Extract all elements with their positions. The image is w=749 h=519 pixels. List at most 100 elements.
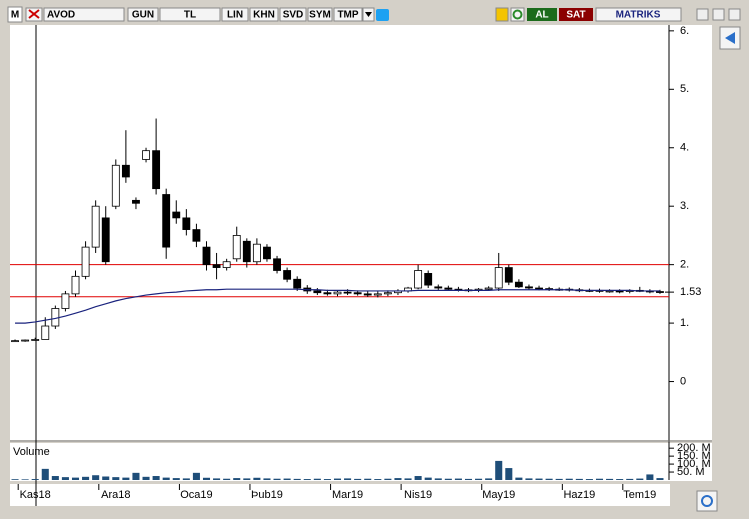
volume-bar — [263, 478, 271, 480]
candle-body — [121, 164, 130, 178]
volume-bar — [525, 478, 533, 480]
x-tick-label: Kas18 — [20, 489, 51, 501]
candle-body — [242, 240, 251, 263]
candle-body — [605, 290, 614, 293]
volume-bar — [213, 478, 221, 480]
toolbar-button-label: LIN — [227, 10, 243, 21]
candle-body — [373, 293, 382, 296]
volume-bar — [142, 476, 150, 480]
minimize[interactable] — [696, 8, 709, 21]
candle-body — [293, 278, 302, 289]
sell-button[interactable] — [559, 8, 593, 21]
alert-icon[interactable] — [495, 7, 509, 22]
toolbar-button-label: TMP — [337, 10, 358, 21]
candle-body — [232, 235, 241, 260]
candle-body — [101, 217, 110, 263]
volume-bar — [636, 478, 644, 480]
y-tick-label: 4. — [680, 142, 689, 154]
toolbar-button[interactable] — [307, 7, 333, 22]
x-tick-label: Haz19 — [563, 489, 595, 501]
y-tick-label: 0 — [680, 375, 686, 387]
toolbar-button[interactable] — [279, 7, 307, 22]
brand: MATRIKS — [616, 10, 661, 21]
volume-tick-label: 50. M — [677, 466, 705, 478]
candle-body — [504, 267, 513, 283]
volume-bar — [394, 478, 402, 480]
symbol-box[interactable] — [43, 7, 125, 22]
volume-bar — [374, 479, 382, 480]
candle-body — [202, 246, 211, 266]
volume-panel — [10, 443, 712, 481]
volume-bar — [444, 478, 452, 480]
volume-label: Volume — [13, 446, 50, 458]
candle-body — [11, 340, 19, 343]
toolbar-button[interactable] — [159, 7, 221, 22]
twitter-icon[interactable] — [376, 9, 389, 21]
volume-bar — [112, 477, 120, 480]
candle-body — [263, 246, 271, 260]
toolbar-button[interactable] — [249, 7, 279, 22]
logo-box[interactable] — [7, 6, 23, 23]
x-tick-label: Nis19 — [404, 489, 432, 501]
volume-bar — [434, 478, 442, 480]
buy-button[interactable] — [527, 8, 557, 21]
buy-label: AL — [535, 10, 548, 21]
brand-box — [595, 7, 682, 22]
volume-bar — [575, 478, 583, 480]
sell-label: SAT — [566, 10, 585, 21]
sync-button[interactable] — [696, 490, 718, 512]
close[interactable] — [728, 8, 741, 21]
candle-body — [424, 273, 433, 286]
candle-body — [152, 150, 161, 190]
candle-body — [41, 325, 50, 340]
volume-bar — [323, 479, 331, 480]
toolbar-button[interactable] — [221, 7, 249, 22]
candle-body — [313, 290, 322, 294]
price-axis — [670, 25, 712, 440]
volume-bar — [122, 477, 130, 480]
volume-bar — [545, 478, 553, 480]
volume-bar — [414, 476, 422, 480]
volume-bar — [51, 476, 59, 480]
volume-bar — [555, 478, 563, 480]
volume-bar — [495, 460, 503, 480]
candle-body — [252, 243, 261, 263]
x-tick-label: Þub19 — [251, 489, 283, 501]
volume-bar — [182, 478, 190, 480]
volume-bar — [243, 478, 251, 480]
maximize[interactable] — [712, 8, 725, 21]
volume-bar — [41, 468, 49, 480]
logo: M — [11, 10, 19, 21]
candle-body — [222, 261, 231, 268]
candle-body — [514, 281, 523, 288]
volume-bar — [616, 479, 624, 480]
candle-body — [434, 286, 443, 289]
price-panel — [10, 25, 670, 440]
candle-body — [61, 293, 70, 309]
volume-bar — [656, 478, 664, 480]
candle-body — [212, 264, 221, 268]
toolbar-buttons: GUN TL LIN KHN SVD SYM TMP — [127, 7, 363, 22]
toolbar-button[interactable] — [127, 7, 159, 22]
candle-body — [283, 270, 292, 280]
volume-bar — [333, 478, 342, 480]
candle-body — [535, 287, 543, 290]
candle-body — [484, 287, 493, 290]
candle-body — [162, 194, 171, 248]
y-tick-label: 1. — [680, 317, 689, 329]
date-axis — [10, 484, 670, 506]
candle-body — [525, 286, 533, 289]
candle-body — [494, 267, 503, 289]
volume-bar — [384, 478, 392, 480]
toolbar-button[interactable] — [333, 7, 363, 22]
candle-body — [444, 287, 453, 290]
volume-bar — [535, 478, 543, 480]
volume-bar — [313, 478, 321, 480]
x-tick-label: Oca19 — [180, 489, 212, 501]
volume-bar — [11, 479, 19, 480]
volume-bar — [253, 477, 261, 480]
y-tick-label: 2. — [680, 259, 689, 271]
volume-tick-label: 100. M — [677, 458, 711, 470]
volume-bar — [71, 477, 80, 480]
candle-body — [343, 291, 352, 294]
